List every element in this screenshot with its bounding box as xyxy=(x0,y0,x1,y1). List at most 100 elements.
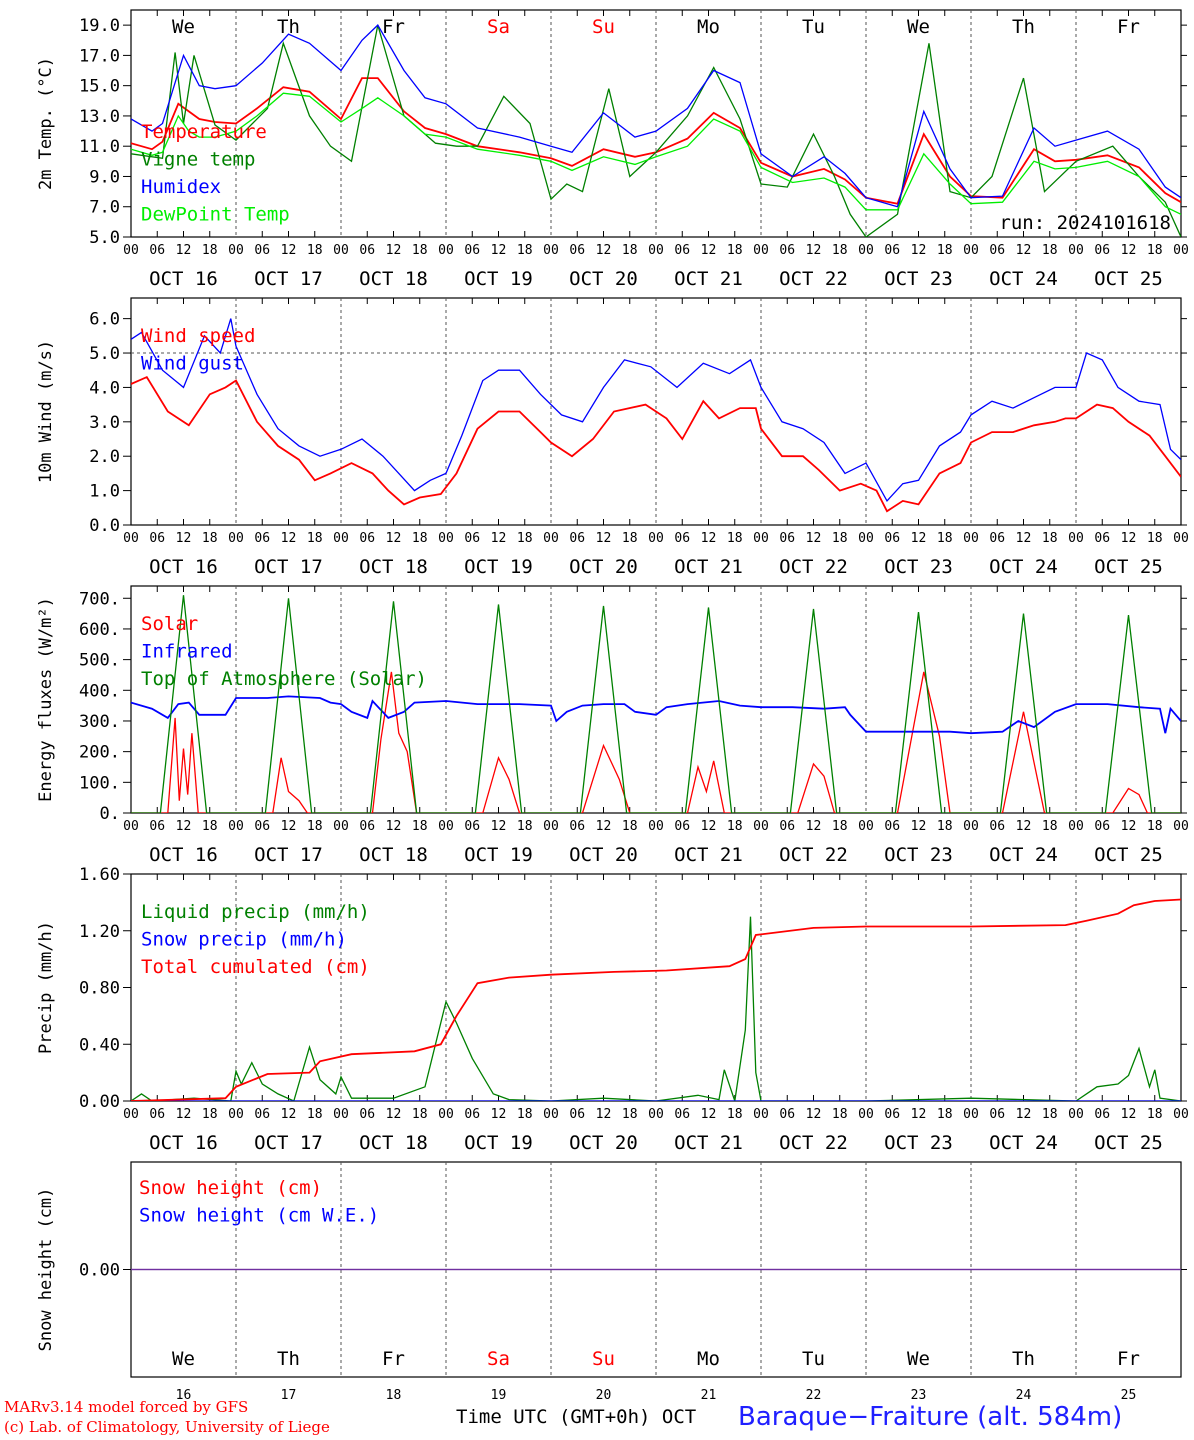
x-hour-label: 12 xyxy=(701,531,717,546)
x-hour-label: 18 xyxy=(1042,531,1058,546)
x-hour-label: 12 xyxy=(596,243,612,258)
x-date-label: OCT 17 xyxy=(254,268,323,290)
y-tick-label: 2.0 xyxy=(89,447,120,467)
y-tick-label: 17.0 xyxy=(79,46,120,66)
x-hour-label: 12 xyxy=(1016,531,1032,546)
x-hour-label: 18 xyxy=(622,531,638,546)
day-number-label: 22 xyxy=(806,1388,822,1403)
y-tick-label: 0.80 xyxy=(79,979,120,999)
panel-2 xyxy=(123,297,1187,526)
x-hour-label: 00 xyxy=(438,243,454,258)
x-hour-label: 06 xyxy=(779,1107,795,1122)
day-number-label: 25 xyxy=(1121,1388,1137,1403)
series-total-cumulated-cm- xyxy=(131,898,1181,1101)
x-date-label: OCT 23 xyxy=(884,1132,953,1154)
x-hour-label: 06 xyxy=(149,819,165,834)
y-tick-label: 13.0 xyxy=(79,107,120,127)
x-date-label: OCT 24 xyxy=(989,1132,1058,1154)
x-hour-label: 06 xyxy=(779,531,795,546)
x-hour-label: 18 xyxy=(1147,243,1163,258)
x-date-label: OCT 17 xyxy=(254,556,323,578)
x-hour-label: 12 xyxy=(281,819,297,834)
x-date-label: OCT 19 xyxy=(464,1132,533,1154)
x-date-label: OCT 16 xyxy=(149,1132,218,1154)
series-infrared xyxy=(131,695,1181,735)
weekday-label: We xyxy=(172,16,195,38)
x-hour-label: 06 xyxy=(254,243,270,258)
x-date-label: OCT 16 xyxy=(149,556,218,578)
x-hour-label: 12 xyxy=(911,243,927,258)
series-humidex xyxy=(131,24,1181,208)
x-hour-label: 00 xyxy=(963,243,979,258)
x-hour-label: 06 xyxy=(359,819,375,834)
weekday-label: We xyxy=(172,1348,195,1370)
x-date-label: OCT 24 xyxy=(989,268,1058,290)
y-axis-label: 10m Wind (m/s) xyxy=(36,340,56,483)
legend-humidex: Humidex xyxy=(141,176,221,198)
weekday-label: Su xyxy=(592,16,615,38)
x-hour-label: 18 xyxy=(727,243,743,258)
x-hour-label: 12 xyxy=(806,819,822,834)
x-hour-label: 18 xyxy=(937,1107,953,1122)
x-hour-label: 18 xyxy=(517,819,533,834)
x-hour-label: 00 xyxy=(858,531,874,546)
x-hour-label: 06 xyxy=(464,1107,480,1122)
x-hour-label: 06 xyxy=(359,531,375,546)
y-tick-label: 1.0 xyxy=(89,482,120,502)
legend-top-of-atmosphere-solar-: Top of Atmosphere (Solar) xyxy=(141,668,427,690)
x-hour-label: 12 xyxy=(1016,243,1032,258)
legend-snow-height-cm-: Snow height (cm) xyxy=(139,1177,322,1199)
x-hour-label: 18 xyxy=(1147,1107,1163,1122)
weekday-label: Mo xyxy=(697,1348,720,1370)
x-hour-label: 12 xyxy=(806,531,822,546)
series-wind-speed xyxy=(131,375,1181,513)
series-top-of-atmosphere-solar- xyxy=(131,595,1181,813)
x-hour-label: 18 xyxy=(832,243,848,258)
x-hour-label: 06 xyxy=(884,1107,900,1122)
x-date-label: OCT 25 xyxy=(1094,268,1163,290)
x-hour-label: 12 xyxy=(596,819,612,834)
x-axis-month: OCT xyxy=(661,1406,697,1428)
series-solar xyxy=(131,671,1181,813)
x-date-label: OCT 18 xyxy=(359,268,428,290)
x-hour-label: 00 xyxy=(543,531,559,546)
day-number-label: 20 xyxy=(596,1388,612,1403)
x-hour-label: 06 xyxy=(569,819,585,834)
x-hour-label: 00 xyxy=(648,819,664,834)
y-tick-label: 0. xyxy=(100,804,120,824)
legend-infrared: Infrared xyxy=(141,641,233,663)
y-tick-label: 19.0 xyxy=(79,16,120,36)
x-hour-label: 12 xyxy=(386,243,402,258)
x-hour-label: 12 xyxy=(1016,1107,1032,1122)
weekday-label: Sa xyxy=(487,1348,510,1370)
x-hour-label: 06 xyxy=(989,819,1005,834)
x-hour-label: 18 xyxy=(727,531,743,546)
x-date-label: OCT 18 xyxy=(359,556,428,578)
legend-wind-gust: Wind gust xyxy=(141,353,244,375)
x-hour-label: 18 xyxy=(727,1107,743,1122)
weekday-label: Tu xyxy=(802,1348,825,1370)
legend-total-cumulated-cm-: Total cumulated (cm) xyxy=(141,956,370,978)
x-date-label: OCT 23 xyxy=(884,556,953,578)
x-date-label: OCT 25 xyxy=(1094,1132,1163,1154)
x-hour-label: 00 xyxy=(1068,243,1084,258)
y-tick-label: 9.0 xyxy=(89,167,120,187)
x-hour-label: 18 xyxy=(1042,243,1058,258)
x-hour-label: 00 xyxy=(438,819,454,834)
x-date-label: OCT 24 xyxy=(989,556,1058,578)
weekday-label: We xyxy=(907,16,930,38)
y-tick-label: 4.0 xyxy=(89,378,120,398)
x-hour-label: 18 xyxy=(1042,819,1058,834)
x-date-label: OCT 21 xyxy=(674,556,743,578)
x-date-label: OCT 22 xyxy=(779,268,848,290)
y-tick-label: 6.0 xyxy=(89,310,120,330)
x-hour-label: 18 xyxy=(412,1107,428,1122)
x-date-label: OCT 18 xyxy=(359,844,428,866)
x-hour-label: 00 xyxy=(123,819,139,834)
x-hour-label: 18 xyxy=(1147,819,1163,834)
x-hour-label: 06 xyxy=(359,243,375,258)
x-hour-label: 18 xyxy=(517,1107,533,1122)
x-hour-label: 06 xyxy=(674,1107,690,1122)
x-hour-label: 12 xyxy=(911,819,927,834)
day-number-label: 19 xyxy=(491,1388,507,1403)
